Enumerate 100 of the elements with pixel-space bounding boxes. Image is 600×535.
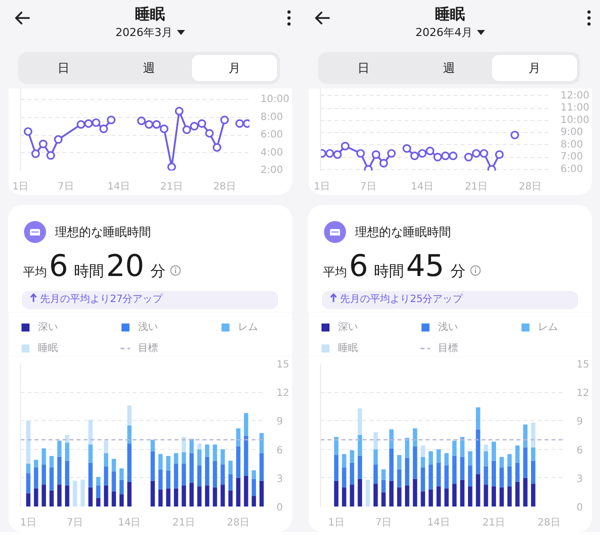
bar: [26, 420, 30, 464]
bar: [112, 471, 116, 492]
y-tick-label: 6:00: [260, 130, 283, 141]
bar: [104, 486, 108, 506]
bar: [358, 478, 362, 506]
legend-label: 目標: [138, 342, 159, 355]
chart-title: 理想的な睡眠時間: [355, 224, 451, 240]
bar: [150, 480, 155, 506]
bar: [373, 484, 378, 506]
bar: [182, 486, 186, 506]
bar: [476, 429, 480, 474]
point: [433, 152, 442, 162]
bar: [96, 498, 100, 506]
bar: [197, 449, 202, 466]
point: [92, 118, 100, 127]
bar: [381, 492, 386, 506]
bar: [373, 464, 378, 484]
bar: [452, 440, 457, 456]
point: [24, 127, 32, 136]
bar: [531, 484, 536, 506]
bar: [259, 433, 264, 454]
x-tick-label: 21日: [160, 182, 184, 192]
x-tick-label: 1日: [328, 518, 344, 528]
bar: [492, 486, 496, 506]
bar: [127, 444, 132, 482]
bar: [523, 478, 528, 506]
chart-subtitle: 2026年3月: [114, 25, 174, 41]
bar: [358, 456, 362, 479]
bar: [484, 444, 488, 452]
y-tick-label: 6: [576, 445, 583, 456]
bar: [342, 454, 346, 468]
bar: [112, 491, 116, 506]
bar: [119, 480, 124, 494]
bar: [397, 487, 402, 506]
bar: [104, 453, 108, 466]
bar: [404, 458, 410, 486]
bar: [515, 462, 520, 482]
x-tick-label: 1日: [314, 182, 330, 192]
bar: [80, 480, 85, 506]
text: 月: [492, 55, 577, 81]
bar: [523, 424, 528, 448]
bar: [507, 466, 512, 486]
y-tick-label: 2:00: [260, 165, 283, 176]
bar: [389, 480, 394, 506]
point: [167, 162, 176, 170]
bar: [420, 467, 426, 492]
bar: [104, 440, 108, 454]
point: [198, 119, 206, 128]
bar: [452, 484, 457, 506]
bar: [49, 456, 54, 468]
y-tick-label: 6:00: [560, 164, 583, 175]
bar: [220, 449, 225, 465]
point: [448, 152, 458, 160]
x-tick-label: 21日: [482, 518, 506, 528]
bar: [420, 491, 426, 506]
y-tick-label: 6: [276, 445, 283, 456]
bar: [252, 478, 256, 496]
y-tick-label: 9:00: [560, 127, 583, 138]
bar: [404, 438, 410, 458]
y-tick-label: 11:00: [560, 102, 590, 114]
x-tick-label: 7日: [375, 518, 392, 528]
y-tick-label: 0: [576, 502, 583, 514]
bar: [65, 486, 70, 506]
point: [46, 151, 56, 160]
bar: [220, 484, 225, 506]
bar: [236, 428, 240, 446]
bar: [182, 436, 186, 452]
bar: [444, 453, 449, 466]
bar: [397, 455, 402, 470]
bar: [259, 453, 264, 481]
bar: [205, 444, 210, 457]
bar: [127, 482, 132, 506]
chart-title: 睡眠: [134, 4, 166, 25]
text: 日: [356, 60, 371, 77]
bar: [404, 486, 410, 506]
bar: [412, 446, 418, 479]
bar: [96, 476, 100, 486]
bar: [174, 488, 178, 506]
bar: [182, 464, 186, 486]
point: [190, 122, 199, 130]
point: [152, 120, 161, 129]
bar: [57, 456, 62, 485]
bar: [26, 464, 30, 474]
point: [402, 144, 412, 153]
legend-label: 浅い: [138, 320, 159, 334]
bar: [476, 407, 480, 430]
bar: [373, 432, 378, 450]
bar: [228, 460, 233, 474]
bar: [228, 474, 233, 490]
bar: [34, 467, 38, 488]
bar: [49, 490, 54, 506]
bar: [476, 474, 480, 506]
bar: [150, 440, 155, 452]
bar: [158, 489, 163, 506]
y-tick-label: 3: [276, 474, 283, 485]
bar: [428, 451, 433, 465]
point: [441, 152, 450, 160]
bar: [72, 480, 78, 506]
point: [174, 106, 184, 116]
bar: [444, 466, 449, 488]
